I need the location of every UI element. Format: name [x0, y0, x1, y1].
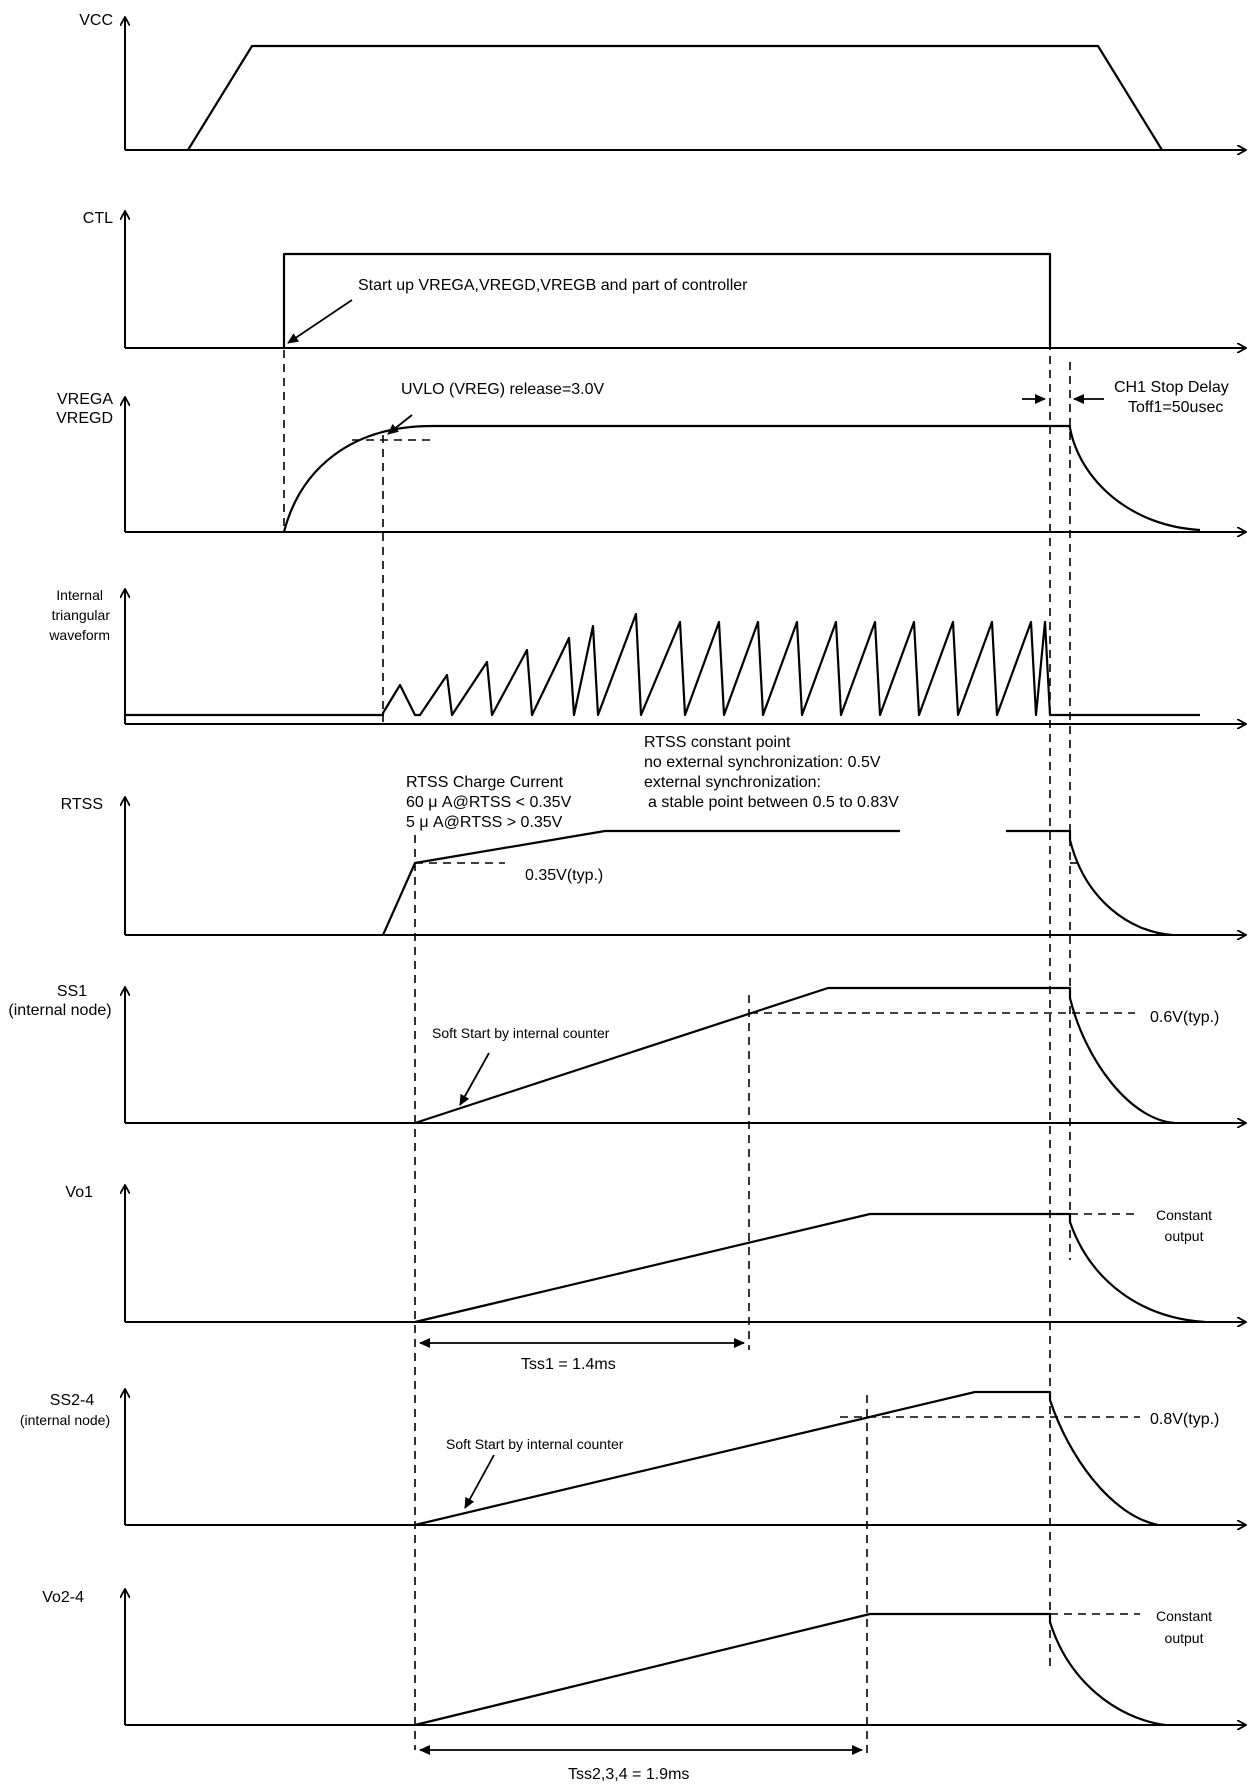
guide-lines	[283, 258, 1140, 1755]
label-ss24: SS2-4	[50, 1392, 95, 1409]
note-constant-1: Constant	[1156, 1207, 1212, 1223]
note-stable-point: a stable point between 0.5 to 0.83V	[648, 794, 899, 811]
label-vrega: VREGA	[57, 391, 113, 408]
note-ext-sync: external synchronization:	[644, 774, 821, 791]
triangular-waveform	[125, 612, 1200, 717]
note-charge-5: 5 μ A@RTSS > 0.35V	[406, 814, 563, 831]
label-triangular-1: Internal	[56, 587, 103, 603]
note-charge-60: 60 μ A@RTSS < 0.35V	[406, 794, 572, 811]
ss1-waveform	[414, 986, 1176, 1125]
note-startup: Start up VREGA,VREGD,VREGB and part of c…	[358, 277, 748, 294]
note-ch1-stop: CH1 Stop Delay	[1114, 379, 1229, 396]
note-toff1: Toff1=50usec	[1128, 399, 1223, 416]
note-no-ext-sync: no external synchronization: 0.5V	[644, 754, 881, 771]
note-v08: 0.8V(typ.)	[1150, 1411, 1219, 1428]
ctl-waveform	[282, 252, 1052, 348]
note-uvlo: UVLO (VREG) release=3.0V	[401, 381, 605, 398]
note-rtss-const: RTSS constant point	[644, 734, 791, 751]
note-soft-start-2: Soft Start by internal counter	[446, 1436, 624, 1452]
note-constant-2: Constant	[1156, 1608, 1212, 1624]
label-vo1: Vo1	[65, 1184, 93, 1201]
label-vo24: Vo2-4	[42, 1589, 84, 1606]
rtss-waveform	[381, 829, 1173, 937]
label-ss1: SS1	[57, 983, 87, 1000]
note-v035: 0.35V(typ.)	[525, 867, 603, 884]
label-ss1-sub: (internal node)	[8, 1002, 111, 1019]
label-vcc: VCC	[79, 12, 113, 29]
label-triangular-2: triangular	[52, 607, 111, 623]
note-soft-start-1: Soft Start by internal counter	[432, 1025, 610, 1041]
label-ss24-sub: (internal node)	[20, 1412, 110, 1428]
note-output-2: output	[1165, 1630, 1204, 1646]
label-rtss: RTSS	[61, 796, 103, 813]
vo24-waveform	[414, 1612, 1166, 1727]
note-v06: 0.6V(typ.)	[1150, 1009, 1219, 1026]
vreg-waveform	[282, 424, 1201, 533]
ss24-waveform	[414, 1390, 1159, 1527]
vcc-waveform	[187, 44, 1163, 151]
label-vregd: VREGD	[56, 410, 113, 427]
vo1-waveform	[414, 1212, 1206, 1324]
annotation-arrows	[287, 299, 1104, 1755]
note-tss1: Tss1 = 1.4ms	[521, 1356, 616, 1373]
note-output-1: output	[1165, 1228, 1204, 1244]
note-rtss-charge: RTSS Charge Current	[406, 774, 564, 791]
axes	[125, 18, 1245, 1725]
label-ctl: CTL	[83, 210, 113, 227]
note-tss234: Tss2,3,4 = 1.9ms	[568, 1766, 689, 1783]
label-triangular-3: waveform	[48, 627, 110, 643]
